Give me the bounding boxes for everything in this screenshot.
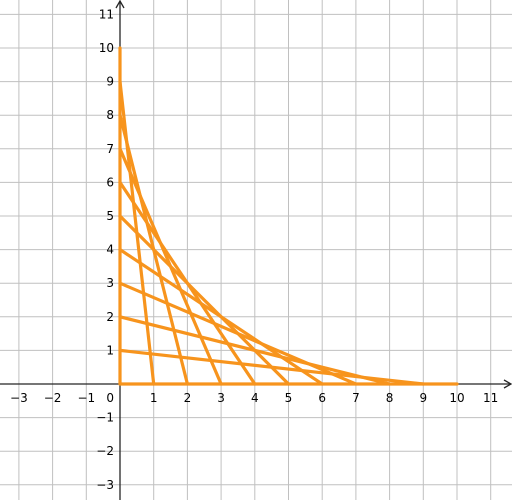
origin-label: 0 xyxy=(106,391,114,405)
x-tick-label: 1 xyxy=(150,391,158,405)
series-line-9 xyxy=(118,315,392,386)
y-tick-label: 11 xyxy=(99,7,114,21)
y-tick-label: 3 xyxy=(106,276,114,290)
x-tick-label: 3 xyxy=(217,391,225,405)
series-line-6 xyxy=(118,214,291,386)
y-axis-arrow xyxy=(115,0,125,9)
series-line-7 xyxy=(118,248,324,386)
x-tick-label: −2 xyxy=(44,391,62,405)
y-tick-label: 6 xyxy=(106,175,114,189)
y-tick-label: 9 xyxy=(106,75,114,89)
series-line-10 xyxy=(118,348,425,386)
x-tick-label: 5 xyxy=(285,391,293,405)
x-tick-label: −1 xyxy=(77,391,95,405)
x-tick-label: 4 xyxy=(251,391,259,405)
y-tick-label: 1 xyxy=(106,343,114,357)
y-tick-label: −3 xyxy=(96,478,114,492)
y-tick-label: 8 xyxy=(106,108,114,122)
series-group xyxy=(118,46,459,386)
series-line-8 xyxy=(118,281,358,386)
x-tick-label: 10 xyxy=(449,391,464,405)
x-tick-label: 6 xyxy=(318,391,326,405)
y-tick-label: 2 xyxy=(106,310,114,324)
y-tick-label: 7 xyxy=(106,142,114,156)
tick-labels: −3 −2 −1 1 2 3 4 5 6 7 8 9 10 11 −3 −2 −1 1 2 3 4 5 6 7 8 9 10 11 0 xyxy=(10,7,498,491)
x-tick-label: 9 xyxy=(419,391,427,405)
x-axis-arrow xyxy=(503,379,512,389)
y-tick-label: 4 xyxy=(106,243,114,257)
y-tick-label: 10 xyxy=(99,41,114,55)
x-tick-label: −3 xyxy=(10,391,28,405)
y-tick-label: 5 xyxy=(106,209,114,223)
x-tick-label: 2 xyxy=(184,391,192,405)
x-tick-label: 8 xyxy=(386,391,394,405)
x-tick-label: 7 xyxy=(352,391,360,405)
y-tick-label: −2 xyxy=(96,444,114,458)
x-tick-label: 11 xyxy=(483,391,498,405)
y-tick-label: −1 xyxy=(96,411,114,425)
